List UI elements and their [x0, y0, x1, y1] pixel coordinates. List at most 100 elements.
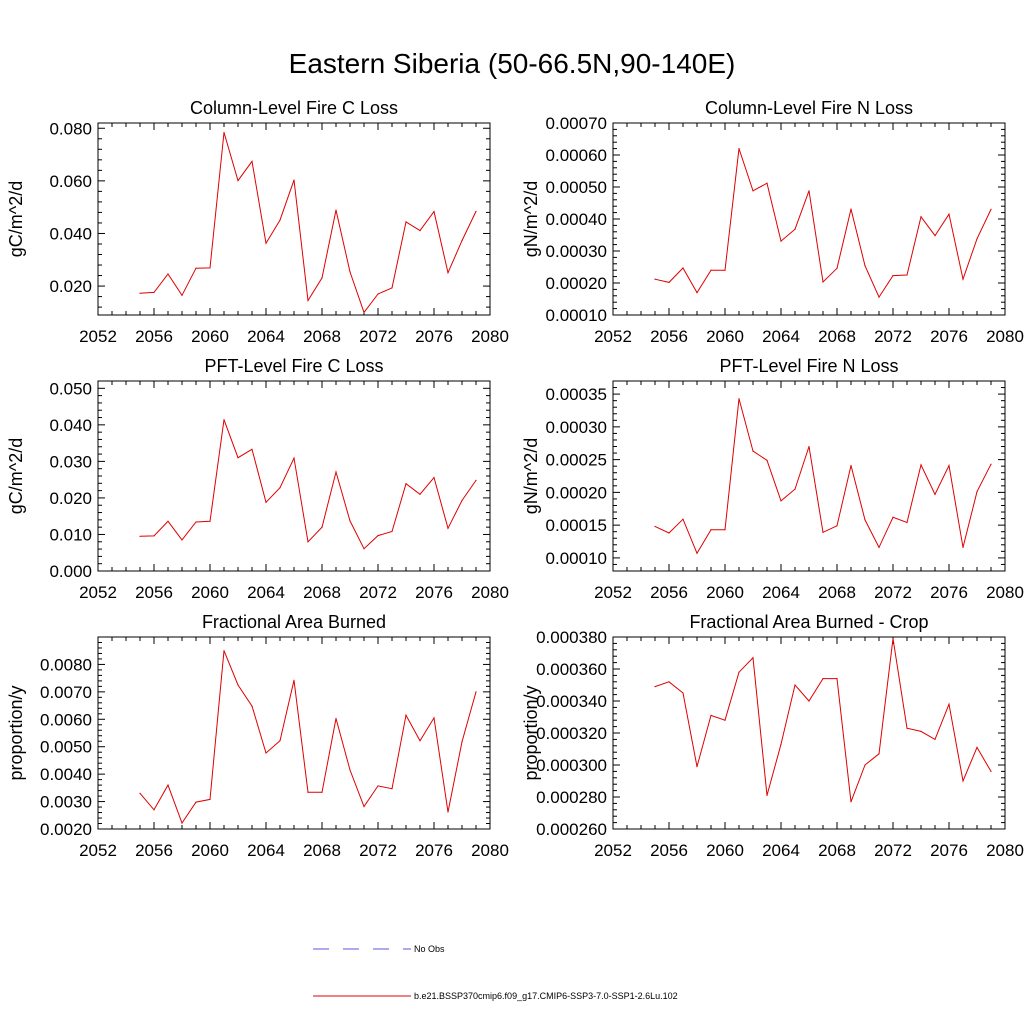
chart-title: Column-Level Fire C Loss	[190, 98, 398, 118]
chart-title: Fractional Area Burned	[202, 612, 386, 632]
data-point	[780, 500, 782, 502]
chart-title: PFT-Level Fire N Loss	[719, 356, 898, 376]
data-point	[475, 691, 477, 693]
y-tick-label: 0.0060	[40, 710, 92, 729]
data-point	[892, 275, 894, 277]
data-point	[293, 179, 295, 181]
data-point	[251, 160, 253, 162]
data-point	[766, 459, 768, 461]
data-point	[307, 791, 309, 793]
plot-frame	[97, 636, 491, 830]
data-point	[808, 190, 810, 192]
data-point	[461, 499, 463, 502]
x-tick-label: 2076	[930, 327, 968, 346]
data-point	[948, 213, 950, 215]
data-point	[321, 791, 323, 793]
data-point	[766, 182, 768, 184]
data-point	[237, 684, 239, 686]
data-point	[349, 520, 351, 522]
x-tick-label: 2072	[874, 841, 912, 860]
data-point	[850, 464, 852, 467]
y-tick-label: 0.040	[49, 416, 92, 435]
x-tick-label: 2060	[191, 327, 229, 346]
y-tick-label: 0.00060	[546, 146, 607, 165]
y-tick-label: 0.000360	[536, 660, 607, 679]
data-point	[153, 809, 155, 811]
data-point	[475, 210, 477, 212]
data-point	[405, 221, 407, 223]
y-tick-label: 0.00015	[546, 516, 607, 535]
data-point	[279, 219, 281, 221]
data-point	[293, 679, 295, 681]
data-point	[391, 287, 393, 289]
data-point	[864, 764, 866, 766]
data-point	[293, 457, 295, 459]
data-point	[682, 692, 684, 694]
data-point	[139, 292, 141, 294]
y-axis-label: proportion/y	[521, 685, 541, 780]
x-tick-label: 2080	[471, 327, 509, 346]
x-tick-label: 2080	[986, 841, 1024, 860]
data-point	[962, 546, 964, 549]
data-point	[906, 521, 908, 524]
y-tick-label: 0.00030	[546, 418, 607, 437]
series-line	[654, 148, 992, 299]
x-tick-label: 2052	[594, 583, 632, 602]
data-point	[363, 311, 365, 313]
x-tick-label: 2068	[303, 583, 341, 602]
data-point	[948, 703, 950, 705]
data-point	[752, 657, 754, 659]
x-tick-label: 2060	[191, 583, 229, 602]
x-tick-label: 2056	[650, 841, 688, 860]
x-tick-label: 2060	[706, 841, 744, 860]
data-point	[934, 235, 936, 237]
data-point	[920, 216, 922, 218]
y-axis-label: gN/m^2/d	[521, 438, 541, 514]
data-point	[209, 520, 211, 522]
data-point	[209, 267, 211, 269]
x-tick-label: 2068	[818, 327, 856, 346]
y-tick-label: 0.080	[49, 119, 92, 138]
y-tick-label: 0.060	[49, 172, 92, 191]
data-point	[195, 521, 197, 523]
y-tick-label: 0.0040	[40, 765, 92, 784]
data-point	[195, 801, 197, 803]
x-tick-label: 2072	[359, 841, 397, 860]
data-point	[794, 488, 796, 490]
data-point	[167, 520, 169, 522]
data-point	[878, 296, 880, 298]
data-point	[167, 784, 169, 786]
series-line	[654, 638, 992, 802]
y-tick-label: 0.000320	[536, 724, 607, 743]
y-tick-label: 0.00025	[546, 451, 607, 470]
data-point	[696, 766, 698, 768]
data-point	[976, 491, 978, 493]
data-point	[962, 278, 964, 280]
data-point	[237, 180, 239, 182]
data-point	[377, 293, 379, 295]
y-tick-label: 0.0070	[40, 683, 92, 702]
data-point	[794, 684, 796, 686]
legend-label-2: b.e21.BSSP370cmip6.f09_g17.CMIP6-SSP3-7.…	[414, 991, 678, 1001]
legend: No Obs b.e21.BSSP370cmip6.f09_g17.CMIP6-S…	[313, 944, 678, 1001]
x-tick-label: 2052	[79, 583, 117, 602]
legend-label-1: No Obs	[414, 944, 445, 954]
data-point	[738, 398, 740, 400]
data-point	[780, 240, 782, 242]
x-tick-label: 2076	[415, 841, 453, 860]
data-point	[279, 487, 281, 489]
data-point	[405, 483, 407, 485]
data-point	[724, 719, 726, 721]
x-tick-label: 2076	[930, 583, 968, 602]
x-tick-label: 2068	[818, 583, 856, 602]
y-tick-label: 0.000280	[536, 788, 607, 807]
series-line	[654, 398, 992, 555]
data-point	[850, 208, 852, 210]
x-tick-label: 2052	[594, 327, 632, 346]
x-tick-label: 2076	[415, 327, 453, 346]
data-point	[447, 527, 449, 529]
data-point	[836, 525, 838, 527]
y-tick-label: 0.00010	[546, 306, 607, 325]
y-tick-label: 0.0050	[40, 738, 92, 757]
data-point	[738, 671, 740, 673]
